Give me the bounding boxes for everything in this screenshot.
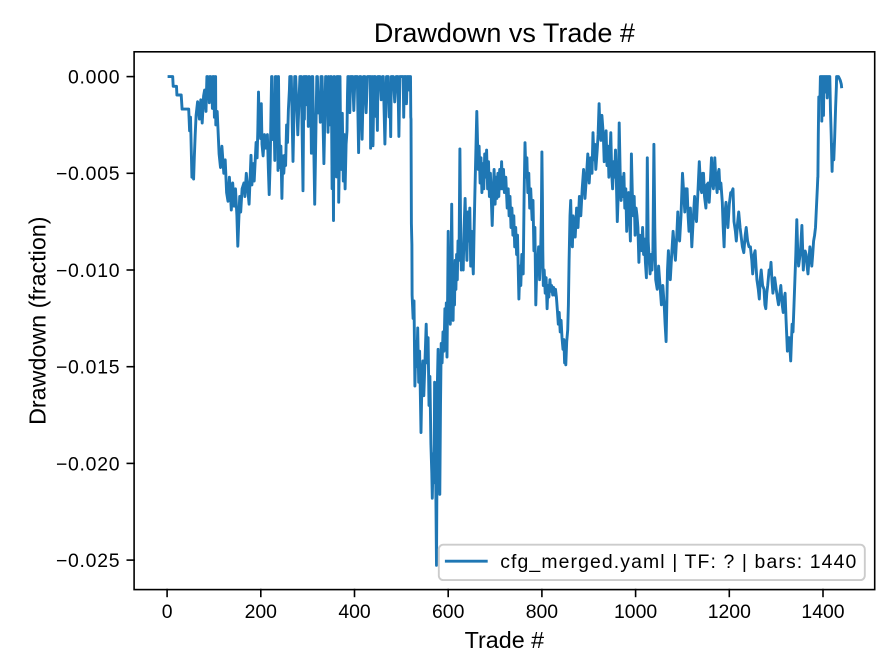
svg-text:−0.005: −0.005 xyxy=(56,163,120,185)
svg-text:−0.020: −0.020 xyxy=(56,453,120,475)
svg-text:800: 800 xyxy=(526,601,559,623)
svg-text:−0.025: −0.025 xyxy=(56,550,120,572)
svg-text:0: 0 xyxy=(162,601,173,623)
svg-text:1000: 1000 xyxy=(614,601,657,623)
svg-text:cfg_merged.yaml | TF: ? | bars: cfg_merged.yaml | TF: ? | bars: 1440 xyxy=(500,551,857,573)
svg-text:Trade #: Trade # xyxy=(465,627,544,653)
svg-text:0.000: 0.000 xyxy=(68,67,120,89)
svg-text:1200: 1200 xyxy=(708,601,751,623)
svg-text:Drawdown (fraction): Drawdown (fraction) xyxy=(25,216,51,424)
svg-text:1400: 1400 xyxy=(801,601,844,623)
svg-text:600: 600 xyxy=(432,601,465,623)
svg-text:200: 200 xyxy=(245,601,278,623)
svg-text:Drawdown vs Trade #: Drawdown vs Trade # xyxy=(374,18,635,48)
svg-text:−0.010: −0.010 xyxy=(56,260,120,282)
svg-text:400: 400 xyxy=(338,601,371,623)
svg-text:−0.015: −0.015 xyxy=(56,357,120,379)
